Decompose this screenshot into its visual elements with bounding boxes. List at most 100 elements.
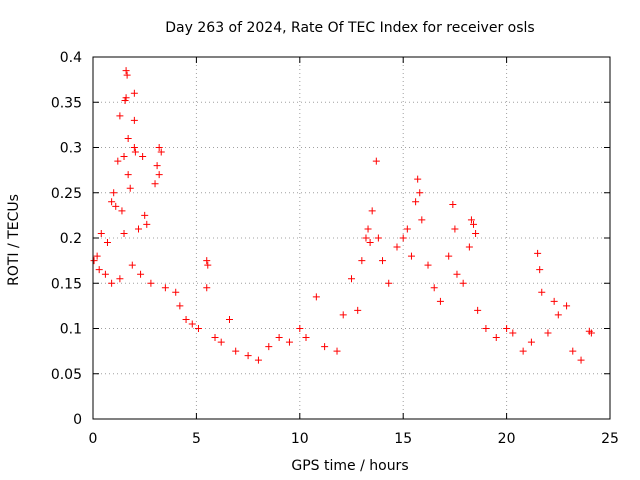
data-point xyxy=(453,270,461,278)
data-point xyxy=(569,347,577,355)
data-point xyxy=(544,329,552,337)
data-point xyxy=(503,325,511,332)
x-tick-label: 10 xyxy=(291,431,309,447)
data-point xyxy=(436,297,444,305)
y-tick-label: 0.15 xyxy=(51,276,82,292)
data-point xyxy=(114,157,122,165)
chart-title: Day 263 of 2024, Rate Of TEC Index for r… xyxy=(165,20,534,36)
data-point xyxy=(550,297,558,305)
data-point xyxy=(108,279,116,287)
data-point xyxy=(151,180,159,188)
data-point xyxy=(358,257,366,265)
data-point xyxy=(97,229,105,237)
data-point xyxy=(296,325,304,332)
data-point xyxy=(116,275,124,283)
data-point xyxy=(118,207,126,215)
data-point xyxy=(527,338,535,346)
x-axis-label: GPS time / hours xyxy=(291,458,408,474)
data-point xyxy=(348,275,355,283)
data-points xyxy=(90,67,595,364)
data-point xyxy=(416,189,424,197)
data-point xyxy=(265,343,273,351)
data-point xyxy=(232,347,240,355)
data-point xyxy=(399,234,407,242)
data-point xyxy=(467,216,475,224)
data-point xyxy=(108,198,116,206)
data-point xyxy=(155,171,163,179)
y-tick-label: 0.1 xyxy=(60,322,82,338)
data-point xyxy=(374,234,382,242)
data-point xyxy=(563,302,571,310)
data-point xyxy=(414,175,422,183)
y-tick-label: 0.2 xyxy=(60,231,82,247)
data-point xyxy=(364,225,372,233)
data-point xyxy=(90,257,98,265)
data-point xyxy=(465,243,473,251)
data-point xyxy=(474,306,482,314)
data-point xyxy=(509,329,517,337)
data-point xyxy=(244,352,252,360)
data-point xyxy=(153,162,161,170)
x-tick-label: 5 xyxy=(192,431,201,447)
data-point xyxy=(470,220,478,228)
data-point xyxy=(157,148,165,156)
data-point xyxy=(302,334,310,342)
data-point xyxy=(126,184,134,192)
y-tick-label: 0.3 xyxy=(60,141,82,157)
data-point xyxy=(116,112,124,120)
grid-lines xyxy=(93,57,610,419)
data-point xyxy=(312,293,320,301)
data-point xyxy=(339,311,347,319)
data-point xyxy=(95,266,103,274)
data-point xyxy=(112,202,120,210)
data-point xyxy=(372,157,380,165)
data-point xyxy=(225,315,233,323)
data-point xyxy=(204,261,212,269)
y-tick-label: 0 xyxy=(73,412,82,428)
axis-ticks: 0 5 10 15 20 25 0 0.05 0.1 0.15 0.2 0.25 0.3 0.35 0.4 xyxy=(51,50,619,447)
data-point xyxy=(103,239,111,247)
data-point xyxy=(172,288,180,296)
data-point xyxy=(385,279,393,287)
data-point xyxy=(120,229,128,237)
data-point xyxy=(143,220,151,228)
data-point xyxy=(194,325,202,332)
data-point xyxy=(354,306,362,314)
data-point xyxy=(203,257,211,265)
data-point xyxy=(587,329,595,337)
data-point xyxy=(130,144,138,151)
data-point xyxy=(534,249,542,257)
plot-frame xyxy=(92,56,611,420)
data-point xyxy=(110,189,118,197)
data-point xyxy=(124,171,132,179)
data-point xyxy=(123,71,131,79)
data-point xyxy=(211,334,219,342)
data-point xyxy=(121,96,129,104)
data-point xyxy=(424,261,432,269)
plot-border xyxy=(92,56,611,420)
data-point xyxy=(482,325,490,332)
data-point xyxy=(459,279,467,287)
data-point xyxy=(130,116,138,124)
data-point xyxy=(403,225,411,233)
data-point xyxy=(379,257,387,265)
data-point xyxy=(120,153,128,161)
data-point xyxy=(412,198,420,206)
data-point xyxy=(130,89,138,97)
data-point xyxy=(430,284,438,292)
data-point xyxy=(368,207,376,215)
data-point xyxy=(321,343,329,351)
data-point xyxy=(538,288,546,296)
data-point xyxy=(445,252,453,260)
data-point xyxy=(577,356,585,364)
data-point xyxy=(137,270,145,278)
data-point xyxy=(131,148,139,156)
data-point xyxy=(122,67,130,75)
data-point xyxy=(254,356,262,364)
data-point xyxy=(124,134,132,142)
data-point xyxy=(472,229,480,237)
data-point xyxy=(554,311,562,319)
data-point xyxy=(519,347,527,355)
data-point xyxy=(451,225,459,233)
